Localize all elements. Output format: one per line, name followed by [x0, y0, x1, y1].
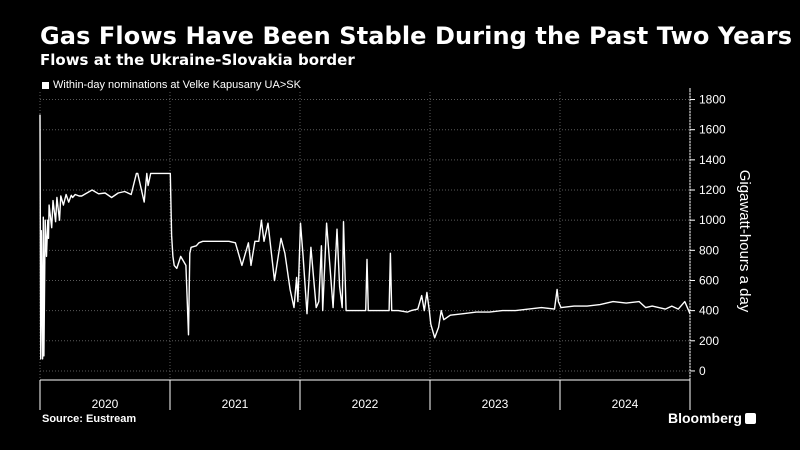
y-tick-label: 800 — [699, 243, 719, 257]
x-tick-label: 2021 — [222, 397, 249, 411]
legend-label: Within-day nominations at Velke Kapusany… — [53, 79, 301, 91]
chart-subtitle: Flows at the Ukraine-Slovakia border — [40, 51, 355, 69]
x-tick-label: 2022 — [352, 397, 379, 411]
y-tick-label: 1800 — [699, 93, 726, 107]
y-tick-label: 400 — [699, 304, 719, 318]
y-tick-label: 1400 — [699, 153, 726, 167]
y-tick-label: 600 — [699, 273, 719, 287]
brand-mark-icon — [744, 412, 756, 424]
source-note: Source: Eustream — [42, 413, 137, 425]
x-tick-label: 2023 — [482, 397, 509, 411]
legend-swatch — [42, 81, 49, 89]
series-line — [39, 114, 691, 360]
y-tick-label: 1200 — [699, 183, 726, 197]
y-tick-label: 200 — [699, 334, 719, 348]
y-tick-label: 0 — [699, 364, 706, 378]
x-tick-label: 2024 — [612, 397, 639, 411]
y-tick-label: 1000 — [699, 213, 726, 227]
y-tick-label: 1600 — [699, 123, 726, 137]
chart-title: Gas Flows Have Been Stable During the Pa… — [40, 22, 793, 50]
legend: Within-day nominations at Velke Kapusany… — [42, 79, 301, 91]
brand-logo: Bloomberg — [668, 410, 756, 426]
y-axis-label: Gigawatt-hours a day — [736, 170, 753, 313]
x-tick-label: 2020 — [92, 397, 119, 411]
brand-name: Bloomberg — [668, 410, 742, 426]
